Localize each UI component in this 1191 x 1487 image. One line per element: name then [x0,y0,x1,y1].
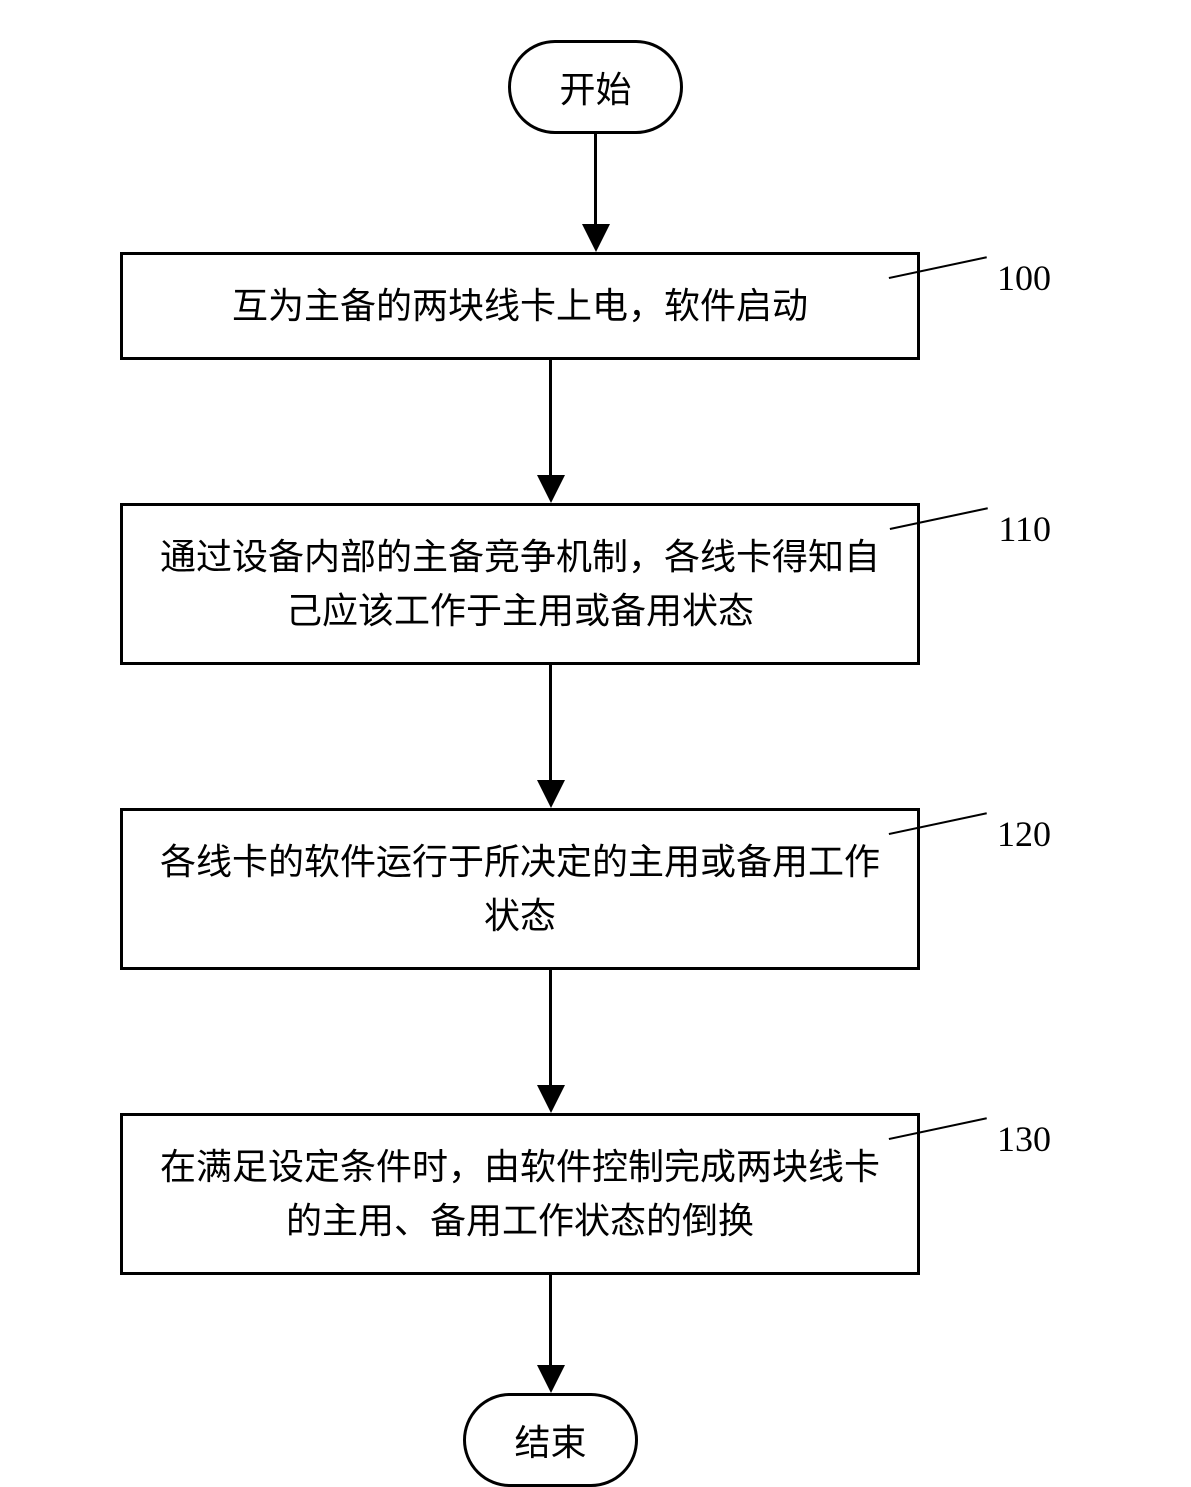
step-100-label: 100 [997,257,1051,299]
label-line-icon [889,812,987,836]
arrow-head-icon [537,1085,565,1113]
arrow-line [549,970,552,1085]
start-terminator: 开始 [508,40,682,134]
label-line-icon [889,256,987,280]
step-120-text: 各线卡的软件运行于所决定的主用或备用工作状态 [160,842,880,936]
label-line-icon [890,507,988,531]
step-130-box: 在满足设定条件时，由软件控制完成两块线卡的主用、备用工作状态的倒换 [120,1113,920,1275]
arrow-start-to-100 [582,134,610,252]
arrow-110-to-120 [537,665,565,808]
label-line-icon [889,1117,987,1141]
arrow-head-icon [582,224,610,252]
arrow-head-icon [537,780,565,808]
step-100-label-connector: 100 [889,257,1051,299]
step-120-box: 各线卡的软件运行于所决定的主用或备用工作状态 [120,808,920,970]
step-110-row: 通过设备内部的主备竞争机制，各线卡得知自己应该工作于主用或备用状态 110 [20,503,1171,665]
step-120-label: 120 [997,813,1051,855]
arrow-line [549,665,552,780]
step-110-label: 110 [998,508,1051,550]
flowchart-container: 开始 互为主备的两块线卡上电，软件启动 100 通过设备内部的主备竞争机制，各线… [20,40,1171,1487]
arrow-head-icon [537,1365,565,1393]
step-100-row: 互为主备的两块线卡上电，软件启动 100 [20,252,1171,360]
step-110-label-connector: 110 [890,508,1051,550]
end-text: 结束 [514,1423,586,1463]
step-130-text: 在满足设定条件时，由软件控制完成两块线卡的主用、备用工作状态的倒换 [160,1147,880,1241]
start-text: 开始 [559,70,631,110]
arrow-line [594,134,597,224]
arrow-130-to-end [537,1275,565,1393]
arrow-line [549,360,552,475]
arrow-100-to-110 [537,360,565,503]
arrow-120-to-130 [537,970,565,1113]
step-100-box: 互为主备的两块线卡上电，软件启动 [120,252,920,360]
step-100-text: 互为主备的两块线卡上电，软件启动 [232,286,808,326]
step-110-box: 通过设备内部的主备竞争机制，各线卡得知自己应该工作于主用或备用状态 [120,503,920,665]
arrow-line [549,1275,552,1365]
step-120-label-connector: 120 [889,813,1051,855]
step-130-label-connector: 130 [889,1118,1051,1160]
step-130-row: 在满足设定条件时，由软件控制完成两块线卡的主用、备用工作状态的倒换 130 [20,1113,1171,1275]
step-130-label: 130 [997,1118,1051,1160]
step-110-text: 通过设备内部的主备竞争机制，各线卡得知自己应该工作于主用或备用状态 [160,537,880,631]
step-120-row: 各线卡的软件运行于所决定的主用或备用工作状态 120 [20,808,1171,970]
arrow-head-icon [537,475,565,503]
end-terminator: 结束 [463,1393,637,1487]
